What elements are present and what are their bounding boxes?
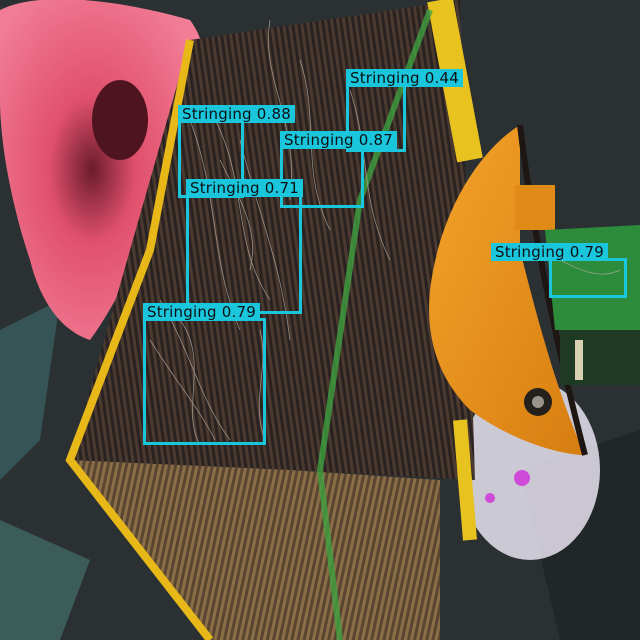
orange-arm: [429, 125, 585, 455]
green-stripe: [316, 8, 433, 640]
detection-label: Stringing 0.87: [280, 131, 397, 149]
detection-box[interactable]: Stringing 0.44: [346, 69, 463, 152]
flower-center: [92, 80, 148, 160]
detection-box[interactable]: Stringing 0.87: [280, 131, 397, 208]
yellow-edge: [65, 39, 214, 640]
detection-label: Stringing 0.71: [186, 179, 303, 197]
detection-box[interactable]: Stringing 0.71: [186, 179, 303, 314]
green-bracket-strip: [575, 340, 583, 380]
detection-label: Stringing 0.79: [143, 303, 260, 321]
yellow-edge: [453, 419, 477, 541]
green-bracket-dark: [560, 330, 640, 385]
detection-label: Stringing 0.44: [346, 69, 463, 87]
detection-label: Stringing 0.79: [491, 243, 608, 261]
leaf-pattern: [0, 520, 90, 640]
leaf-pattern: [0, 300, 60, 480]
orange-arm-edge: [517, 124, 588, 456]
detection-label: Stringing 0.88: [178, 105, 295, 123]
hibiscus-flower: [0, 0, 205, 340]
detection-box[interactable]: Stringing 0.79: [491, 243, 627, 298]
detection-box[interactable]: Stringing 0.88: [178, 105, 295, 198]
detection-box[interactable]: Stringing 0.79: [143, 303, 266, 445]
screw-hole: [532, 396, 544, 408]
printed-block-front: [70, 460, 440, 640]
led-light: [514, 470, 530, 486]
orange-tab: [515, 185, 555, 230]
led-light: [485, 493, 495, 503]
